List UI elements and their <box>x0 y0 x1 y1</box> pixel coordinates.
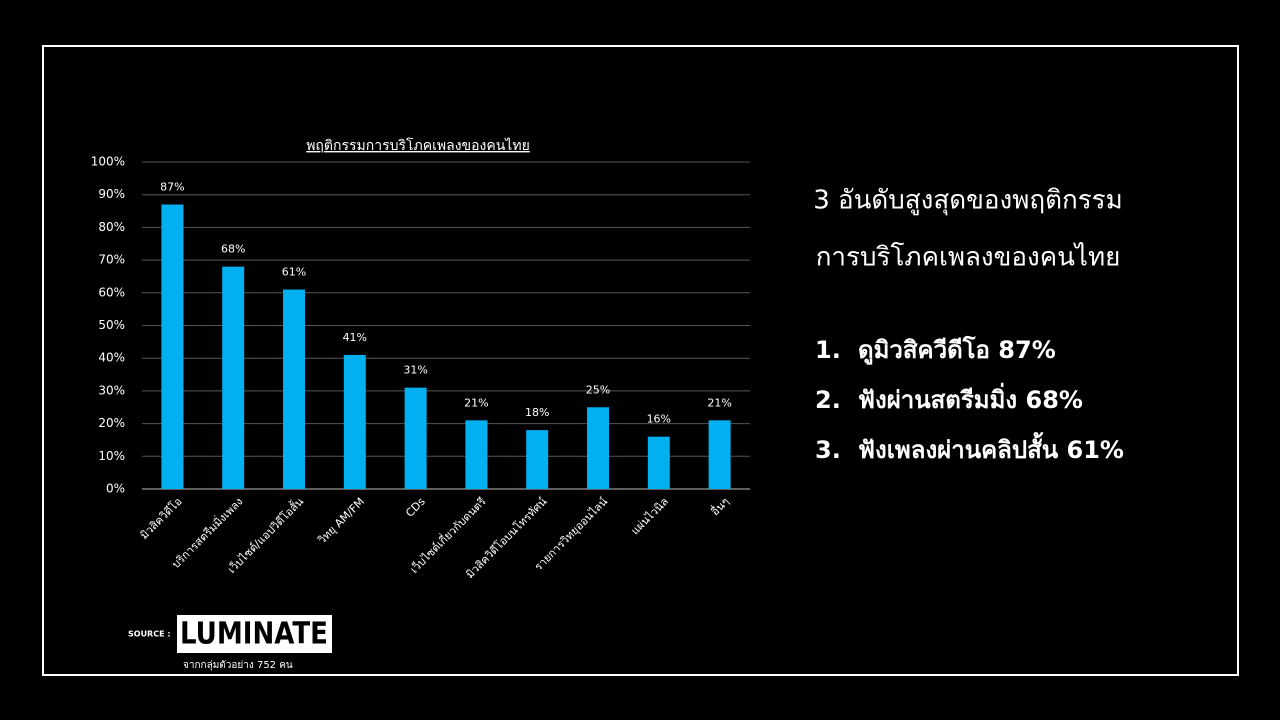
list-number: 2. <box>815 386 841 414</box>
bar <box>647 436 670 489</box>
y-tick-label: 90% <box>98 187 125 201</box>
bar <box>343 354 366 489</box>
value-label: 61% <box>282 266 306 279</box>
bar <box>526 430 549 489</box>
bar <box>222 266 245 489</box>
y-tick-label: 60% <box>98 285 125 299</box>
logo-box <box>177 615 332 653</box>
value-label: 31% <box>403 364 427 377</box>
value-label: 21% <box>464 396 488 409</box>
list-item: ฟังผ่านสตรีมมิ่ง 68% <box>858 382 1083 414</box>
list-item: ฟังเพลงผ่านคลิปสั้น 61% <box>858 431 1124 464</box>
summary-heading: 3 อันดับสูงสุดของพฤติกรรม <box>813 186 1123 216</box>
list-number: 1. <box>815 336 841 364</box>
y-tick-label: 50% <box>98 318 125 332</box>
value-label: 25% <box>586 383 610 396</box>
y-tick-label: 20% <box>98 416 125 430</box>
source-note: จากกลุ่มตัวอย่าง 752 คน <box>183 660 293 671</box>
list-item: ดูมิวสิควีดีโอ 87% <box>858 335 1056 365</box>
value-label: 68% <box>221 243 245 256</box>
chart-title: พฤติกรรมการบริโภคเพลงของคนไทย <box>306 137 530 154</box>
y-tick-label: 10% <box>98 449 125 463</box>
frame <box>42 45 1239 676</box>
y-tick-label: 40% <box>98 351 125 365</box>
y-tick-label: 80% <box>98 220 125 234</box>
bar <box>587 407 609 489</box>
y-tick-label: 0% <box>106 482 125 496</box>
bar <box>404 387 427 489</box>
value-label: 87% <box>160 181 184 194</box>
bar <box>283 289 305 489</box>
value-label: 21% <box>707 396 731 409</box>
value-label: 18% <box>525 406 549 419</box>
y-tick-label: 100% <box>91 155 125 169</box>
logo: LUMINATE <box>180 617 328 652</box>
bar <box>465 420 488 489</box>
source-label: SOURCE : <box>128 630 171 639</box>
list-number: 3. <box>815 436 841 464</box>
y-tick-label: 70% <box>98 253 125 267</box>
y-tick-label: 30% <box>98 383 125 397</box>
bar <box>708 420 731 489</box>
summary-heading: การบริโภคเพลงของคนไทย <box>816 242 1121 273</box>
value-label: 41% <box>343 331 367 344</box>
value-label: 16% <box>647 413 671 426</box>
bar <box>161 204 184 489</box>
